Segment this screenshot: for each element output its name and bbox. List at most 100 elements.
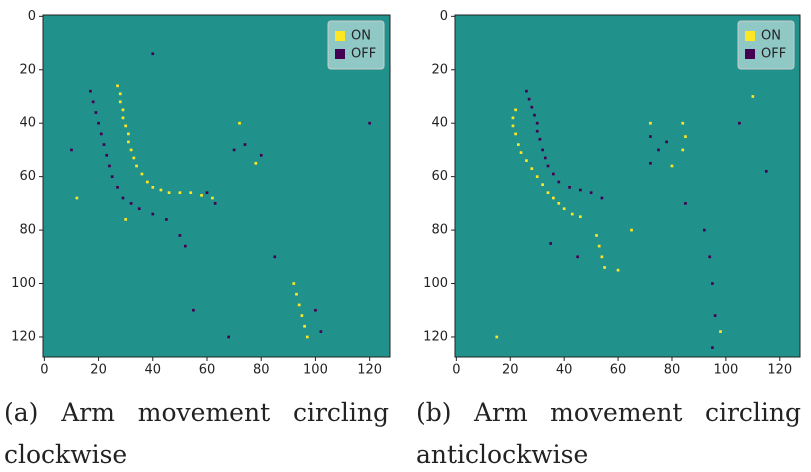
event-pixel — [167, 191, 171, 195]
y-tick-label: 0 — [28, 9, 36, 24]
event-pixel — [578, 188, 582, 192]
event-pixel — [132, 156, 136, 160]
event-pixel — [192, 308, 195, 312]
event-pixel — [684, 135, 687, 138]
event-pixel — [535, 175, 539, 178]
event-pixel — [557, 202, 561, 205]
event-pixel — [295, 292, 298, 296]
event-pixel — [213, 202, 217, 205]
event-pixel — [546, 191, 550, 195]
event-pixel — [738, 121, 741, 125]
event-pixel — [75, 196, 79, 200]
event-pixel — [570, 212, 574, 216]
plot-background — [455, 15, 800, 357]
event-pixel — [189, 191, 193, 195]
event-pixel — [140, 172, 144, 176]
event-pixel — [495, 335, 499, 339]
event-pixel — [105, 153, 109, 157]
x-tick-label: 40 — [145, 363, 162, 378]
event-pixel — [538, 137, 542, 141]
event-pixel — [684, 202, 687, 205]
x-tick-label: 80 — [253, 363, 270, 378]
x-tick-label: 20 — [90, 363, 107, 378]
event-pixel — [713, 314, 717, 317]
x-tick-label: 60 — [610, 363, 627, 378]
event-pixel — [576, 255, 579, 259]
event-pixel — [649, 135, 652, 138]
plot-frame — [42, 14, 391, 358]
event-pixel — [211, 196, 214, 200]
legend-swatch — [745, 49, 755, 59]
legend-label: ON — [761, 29, 781, 44]
event-pixel — [533, 113, 536, 117]
caption: (a) Arm movement circling clockwise — [4, 398, 389, 469]
event-pixel — [751, 95, 755, 98]
event-pixel — [527, 97, 531, 101]
event-pixel — [562, 207, 566, 211]
event-pixel — [530, 167, 534, 170]
event-pixel — [764, 169, 768, 173]
event-pixel — [546, 164, 550, 168]
event-pixel — [616, 268, 620, 272]
y-tick-label: 120 — [423, 329, 448, 344]
event-pixel — [124, 124, 128, 128]
event-pixel — [94, 111, 98, 114]
event-pixel — [254, 161, 258, 165]
legend-label: OFF — [351, 47, 376, 62]
legend-label: ON — [351, 29, 371, 44]
charts: 0 20 40 60 80 100 120 0 20 40 60 80 100 120 ON OFF 0 20 40… — [11, 9, 801, 378]
event-pixel — [89, 89, 92, 93]
event-pixel — [681, 148, 685, 152]
event-pixel — [300, 314, 304, 317]
event-pixel — [514, 108, 517, 112]
event-pixel — [657, 148, 660, 152]
x-tick-label: 60 — [199, 363, 216, 378]
event-pixel — [110, 175, 114, 178]
event-pixel — [205, 191, 209, 195]
event-pixel — [578, 215, 582, 219]
event-pixel — [519, 151, 523, 154]
event-pixel — [670, 164, 674, 168]
event-pixel — [600, 255, 604, 259]
event-pixel — [159, 188, 163, 192]
event-pixel — [511, 124, 515, 128]
legend-swatch — [745, 31, 755, 41]
y-tick-label: 120 — [11, 329, 36, 344]
x-tick-label: 100 — [713, 363, 738, 378]
y-tick-label: 40 — [19, 116, 36, 131]
plot-background — [43, 15, 390, 357]
legend-swatch — [335, 49, 345, 59]
event-pixel — [151, 186, 155, 189]
event-pixel — [292, 282, 296, 285]
event-pixel — [649, 161, 652, 165]
y-tick-label: 100 — [11, 276, 36, 291]
event-pixel — [630, 228, 633, 232]
event-pixel — [600, 196, 604, 200]
event-pixel — [238, 121, 241, 125]
event-pixel — [603, 266, 606, 269]
event-pixel — [232, 148, 236, 152]
event-pixel — [127, 132, 130, 136]
plot-frame — [454, 14, 801, 358]
event-pixel — [568, 186, 571, 189]
event-pixel — [649, 121, 652, 125]
event-pixel — [711, 282, 714, 285]
legend-swatch — [335, 31, 345, 41]
x-tick-label: 100 — [303, 363, 328, 378]
event-pixel — [719, 330, 722, 333]
event-pixel — [541, 148, 544, 152]
event-pixel — [319, 330, 323, 333]
event-pixel — [108, 164, 111, 168]
event-pixel — [525, 159, 528, 162]
event-pixel — [525, 89, 528, 93]
event-pixel — [91, 100, 95, 104]
x-tick-label: 120 — [357, 363, 382, 378]
event-pixel — [589, 191, 593, 195]
event-pixel — [135, 164, 138, 168]
event-pixel — [314, 308, 317, 312]
event-pixel — [681, 121, 685, 125]
event-pixel — [118, 92, 122, 96]
event-pixel — [552, 196, 555, 200]
event-pixel — [178, 234, 182, 237]
